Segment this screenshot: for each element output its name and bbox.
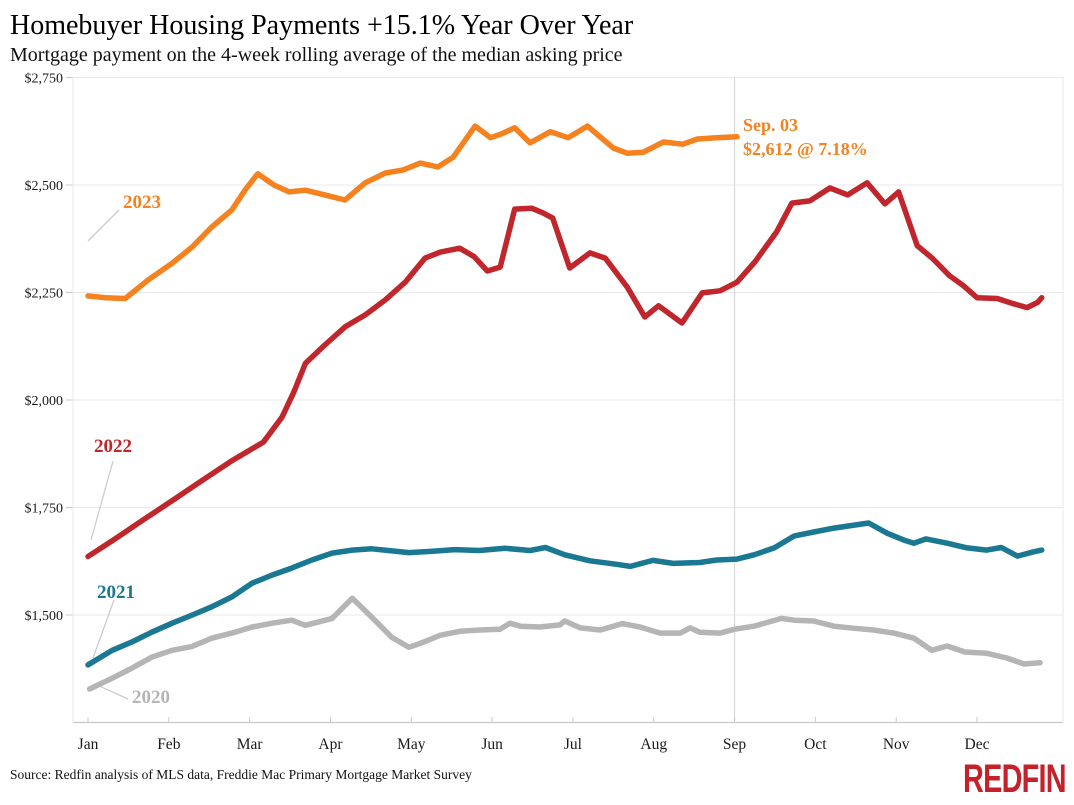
x-tick-label: Jan [78,736,99,753]
x-tick-label: Nov [883,736,910,753]
x-tick-label: Sep [723,736,747,753]
series-line-2020 [86,595,1043,692]
series-label-2021: 2021 [97,582,135,603]
series-label-2020: 2020 [132,687,170,708]
x-tick-label: Oct [804,736,827,753]
y-tick-label: $2,000 [25,394,64,409]
y-tick-label: $1,500 [25,609,64,624]
x-tick-label: Jun [481,736,503,753]
x-tick-label: May [397,736,426,753]
y-tick-label: $2,500 [25,179,64,194]
y-tick-label: $2,250 [25,287,64,302]
series-line-2021 [85,520,1045,668]
label-leader-line [90,460,114,541]
label-leader-line [87,209,120,242]
series-label-2023: 2023 [123,192,161,213]
series-line-2022 [85,180,1045,560]
y-tick-label: $1,750 [25,502,64,517]
source-note: Source: Redfin analysis of MLS data, Fre… [10,767,472,782]
y-tick-label: $2,750 [25,72,64,87]
page-title: Homebuyer Housing Payments +15.1% Year O… [10,10,634,41]
annotation-value: $2,612 @ 7.18% [743,139,868,159]
series-line-2023 [85,123,740,302]
x-tick-label: Aug [640,736,667,753]
x-tick-label: Feb [157,736,181,753]
redfin-logo: REDFIN [963,757,1067,801]
x-tick-label: Dec [965,736,990,753]
label-leader-line [92,599,115,659]
chart-subtitle: Mortgage payment on the 4-week rolling a… [10,44,623,66]
x-tick-label: Jul [564,736,582,753]
series-label-2022: 2022 [94,436,132,457]
x-tick-label: Apr [318,736,343,753]
x-tick-label: Mar [237,736,264,753]
annotation-date: Sep. 03 [743,115,798,135]
